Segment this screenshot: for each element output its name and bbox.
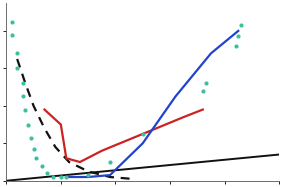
- Point: [15, 52, 19, 55]
- Point: [31, 147, 36, 150]
- Point: [26, 123, 30, 126]
- Point: [34, 157, 39, 160]
- Point: [23, 108, 28, 111]
- Point: [108, 160, 112, 163]
- Point: [28, 136, 33, 139]
- Point: [233, 44, 238, 47]
- Point: [10, 20, 14, 23]
- Point: [201, 89, 205, 92]
- Point: [236, 35, 241, 38]
- Point: [50, 176, 55, 179]
- Point: [10, 33, 14, 36]
- Point: [239, 24, 243, 27]
- Point: [64, 176, 69, 179]
- Point: [20, 82, 25, 85]
- Point: [203, 82, 208, 85]
- Point: [140, 132, 145, 135]
- Point: [45, 172, 49, 175]
- Point: [20, 95, 25, 98]
- Point: [39, 164, 44, 167]
- Point: [86, 174, 91, 177]
- Point: [59, 176, 63, 179]
- Point: [15, 67, 19, 70]
